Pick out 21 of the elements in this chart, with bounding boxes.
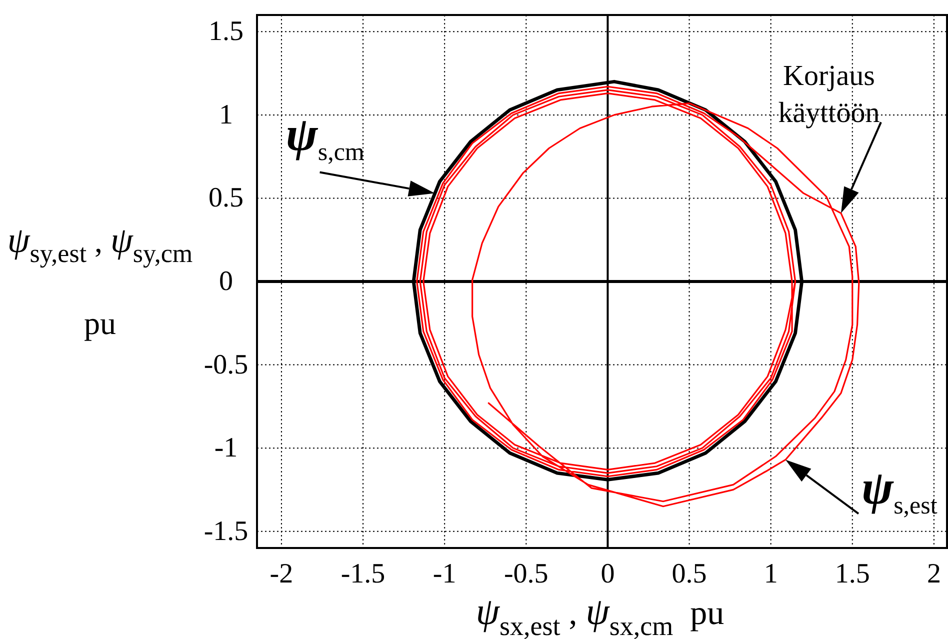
text: ψ$_{sy,est}$ , ψ$_{sy,cm}$ pu [7, 220, 193, 341]
x-tick-label: 0 [600, 558, 615, 590]
y-tick-label: 1 [219, 99, 233, 130]
y-tick-label: -0.5 [204, 349, 248, 380]
y-tick-label: -1 [214, 432, 238, 464]
annotation: Korjaus käyttöön [778, 60, 880, 130]
x-tick-label: 1.5 [834, 558, 870, 590]
annotation: ψ$_{s,est}$ [862, 462, 938, 520]
x-tick-label: 1 [764, 558, 778, 590]
y-tick-label: 0 [219, 266, 233, 297]
x-tick-label: -2 [270, 558, 294, 590]
x-tick-label: -1.5 [340, 558, 386, 590]
y-tick-label: 1.5 [208, 16, 244, 48]
x-axis-title: ψ$_{sx,est}$ , ψ$_{sx,cm}$ pu [476, 591, 724, 639]
x-tick-label: 2 [926, 558, 941, 590]
y-tick-label: -1.5 [204, 516, 248, 547]
x-tick-label: 0.5 [672, 558, 707, 590]
annotation: ψ$_{s,cm}$ [286, 108, 365, 166]
x-tick-label: -0.5 [504, 558, 548, 590]
y-tick-label: 0.5 [208, 182, 244, 214]
x-tick-label: -1 [432, 558, 456, 590]
